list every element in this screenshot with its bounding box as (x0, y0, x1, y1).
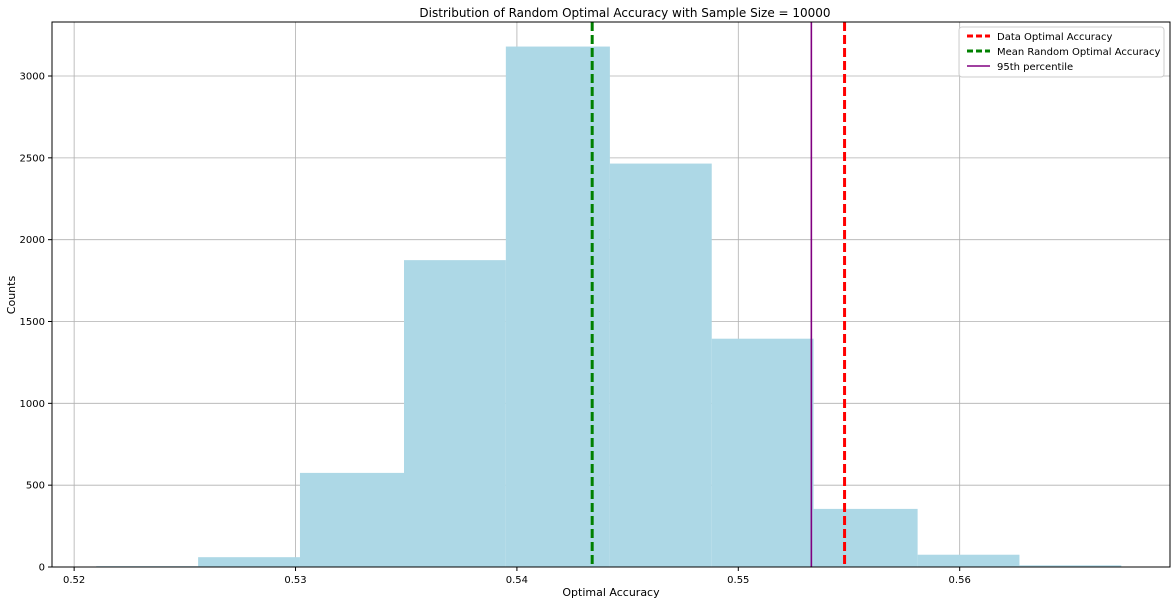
legend-label-data-optimal: Data Optimal Accuracy (997, 32, 1113, 43)
y-tick-label: 2500 (20, 153, 45, 164)
histogram-bar (917, 554, 1020, 567)
x-tick-label: 0.53 (284, 575, 306, 586)
x-tick-label: 0.55 (727, 575, 749, 586)
chart-title: Distribution of Random Optimal Accuracy … (419, 6, 830, 20)
x-tick-label: 0.52 (63, 575, 85, 586)
y-tick-label: 0 (39, 563, 45, 574)
y-tick-label: 2000 (20, 235, 45, 246)
histogram-bar (1019, 565, 1122, 567)
legend: Data Optimal Accuracy Mean Random Optima… (958, 26, 1165, 78)
histogram-bar (198, 557, 300, 567)
y-tick-label: 500 (26, 481, 45, 492)
plot-frame (51, 21, 1171, 568)
reference-lines (590, 22, 847, 567)
legend-box (958, 26, 1165, 78)
histogram-bar (813, 508, 918, 567)
histogram-bar (299, 472, 405, 567)
histogram-bar (711, 338, 814, 567)
legend-label-95th-percentile: 95th percentile (997, 62, 1073, 73)
histogram-bar (505, 46, 610, 567)
x-tick-label: 0.54 (506, 575, 528, 586)
x-tick-label: 0.56 (949, 575, 971, 586)
y-axis-label: Counts (5, 276, 18, 315)
x-axis-label: Optimal Accuracy (562, 586, 660, 599)
y-axis-ticks: 0 500 1000 1500 2000 2500 3000 (20, 72, 52, 574)
legend-label-mean-random: Mean Random Optimal Accuracy (997, 47, 1160, 58)
histogram-bars (96, 46, 1122, 567)
histogram-bar (609, 163, 712, 567)
histogram-bar (404, 260, 506, 567)
x-axis-ticks: 0.52 0.53 0.54 0.55 0.56 (63, 567, 971, 586)
y-tick-label: 1000 (20, 399, 45, 410)
y-tick-label: 1500 (20, 317, 45, 328)
y-tick-label: 3000 (20, 72, 45, 83)
